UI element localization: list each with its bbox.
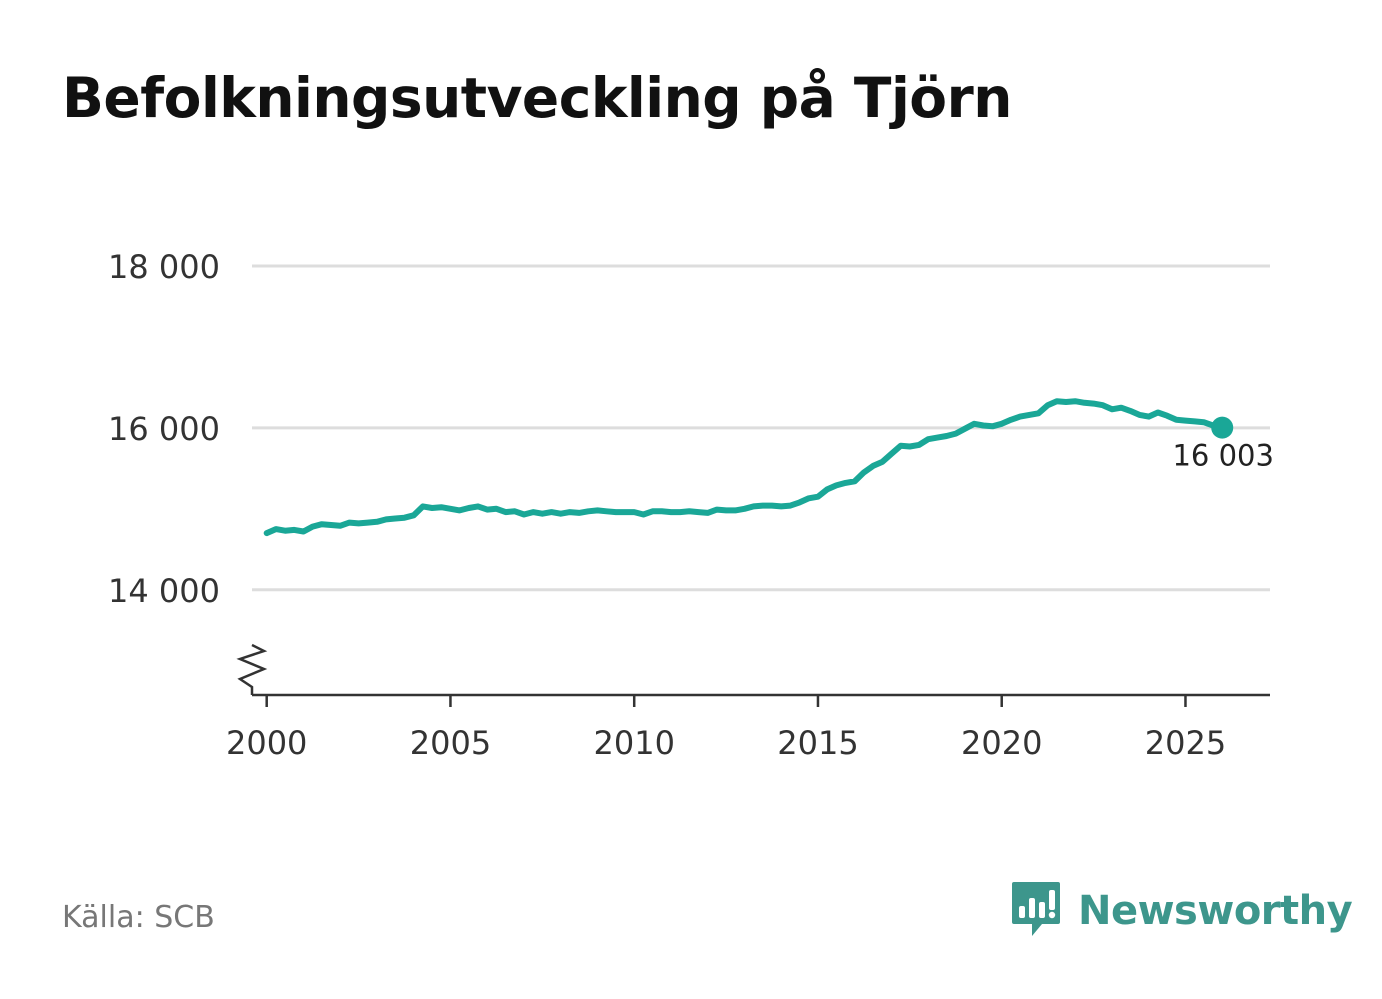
annotations: 16 003 bbox=[1172, 439, 1273, 473]
y-tick-label: 16 000 bbox=[108, 410, 220, 448]
x-tick-label: 2000 bbox=[226, 724, 307, 762]
brand-logo: Newsworthy bbox=[1010, 880, 1353, 942]
last-value-label: 16 003 bbox=[1172, 439, 1273, 473]
x-tick-label: 2025 bbox=[1145, 724, 1226, 762]
y-tick-label: 14 000 bbox=[108, 572, 220, 610]
series-layer bbox=[263, 398, 1234, 537]
axis-break-icon bbox=[236, 643, 268, 695]
last-point-marker bbox=[1211, 416, 1234, 439]
grid-lines bbox=[252, 264, 1270, 592]
x-axis bbox=[236, 643, 1270, 707]
x-tick-label: 2015 bbox=[777, 724, 858, 762]
series-line-0 bbox=[263, 398, 1226, 537]
chart-title: Befolkningsutveckling på Tjörn bbox=[62, 66, 1012, 130]
newsworthy-logo-icon bbox=[1012, 882, 1060, 936]
x-tick-label: 2020 bbox=[961, 724, 1042, 762]
brand-name: Newsworthy bbox=[1078, 888, 1353, 934]
x-tick-label: 2010 bbox=[593, 724, 674, 762]
y-tick-label: 18 000 bbox=[108, 248, 220, 286]
x-tick-label: 2005 bbox=[410, 724, 491, 762]
y-axis: 14 000 16 000 18 000 bbox=[108, 248, 220, 610]
x-tick-labels: 2000 2005 2010 2015 2020 2025 bbox=[226, 724, 1226, 762]
source-note: Källa: SCB bbox=[62, 900, 215, 935]
